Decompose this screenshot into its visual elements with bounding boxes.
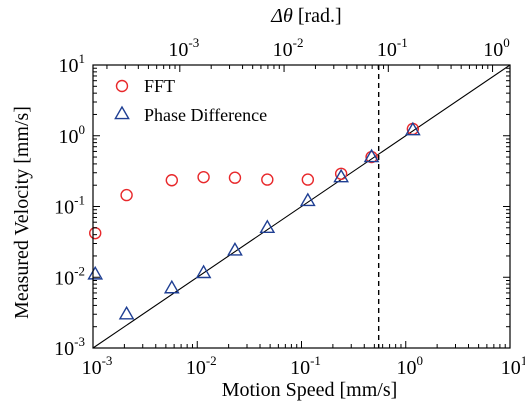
phase-difference-point xyxy=(363,148,380,163)
tick-labels: 10-3 10-2 10-1 100 101 10-3 10-2 10-1 100 101 10-3… xyxy=(54,35,525,379)
legend-phase-label: Phase Difference xyxy=(144,105,267,125)
top-tick-label: 10-3 xyxy=(168,35,199,61)
phase-difference-point xyxy=(259,219,276,234)
x-tick-label: 10-2 xyxy=(186,353,217,379)
top-axis-unit: [rad.] xyxy=(293,5,342,27)
fft-point xyxy=(197,170,210,184)
legend-phase-marker xyxy=(114,105,130,120)
fft-point xyxy=(334,167,348,180)
phase-difference-point xyxy=(118,305,135,320)
top-axis-symbol: Δθ xyxy=(270,5,293,27)
fft-point xyxy=(301,173,315,186)
fft-point xyxy=(89,226,102,240)
fft-point xyxy=(261,173,274,186)
phase-difference-point xyxy=(195,264,212,279)
top-tick-label: 10-2 xyxy=(273,35,304,61)
fft-point xyxy=(365,150,378,164)
phase-difference-point xyxy=(333,168,349,183)
x-tick-label: 10-1 xyxy=(290,353,321,379)
legend: FFT Phase Difference xyxy=(114,76,267,125)
top-tick-label: 100 xyxy=(483,35,509,61)
y-tick-label: 10-3 xyxy=(54,334,85,360)
y-tick-label: 100 xyxy=(59,122,86,148)
x-tick-label: 10-3 xyxy=(82,353,113,379)
phase-difference-point xyxy=(299,192,316,207)
x-axis-label: Motion Speed [mm/s] xyxy=(222,379,398,401)
phase-difference-point xyxy=(404,121,421,136)
fft-point xyxy=(228,171,242,184)
y-tick-label: 10-2 xyxy=(54,263,85,289)
x-tick-label: 101 xyxy=(501,353,525,379)
legend-fft-marker xyxy=(115,79,129,93)
phase-difference-point xyxy=(227,241,243,256)
phase-difference-point xyxy=(87,265,104,280)
fft-point xyxy=(120,188,133,202)
y-tick-label: 101 xyxy=(59,51,86,77)
top-axis-label: Δθ [rad.] xyxy=(270,5,341,27)
legend-fft-label: FFT xyxy=(144,76,175,96)
axis-ticks xyxy=(92,64,511,349)
reference-line-y-equals-x xyxy=(92,64,511,349)
x-tick-label: 100 xyxy=(397,353,424,379)
data-points xyxy=(87,121,421,320)
y-axis-label: Measured Velocity [mm/s] xyxy=(11,106,33,319)
fft-point xyxy=(165,174,178,187)
phase-difference-point xyxy=(163,279,180,294)
top-tick-label: 10-1 xyxy=(377,35,408,61)
reference-layer xyxy=(92,64,511,349)
y-tick-label: 10-1 xyxy=(54,193,85,219)
